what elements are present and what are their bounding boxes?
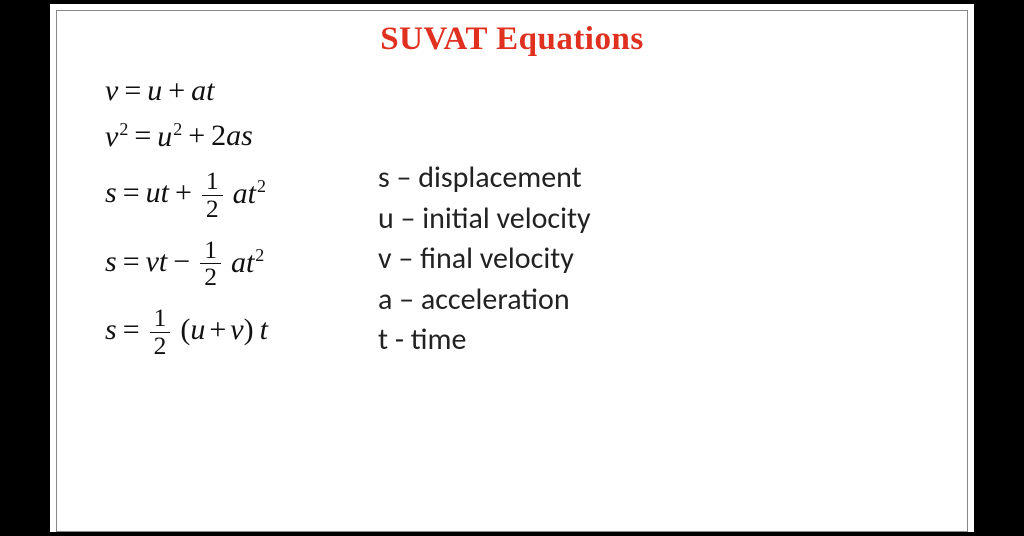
eq2-lhs: v2	[105, 120, 128, 152]
eq3-base: at	[233, 177, 256, 210]
equation-3: s = ut + 1 2 at2	[105, 166, 268, 221]
eq2-rhs-a-exp: 2	[173, 119, 182, 139]
eq3-rhs-b: at2	[233, 177, 266, 209]
equations-column: v = u + at v2 = u2 + 2as s =	[105, 76, 268, 372]
paren-l: (	[180, 313, 190, 346]
inner-b: v	[230, 313, 243, 346]
equation-2: v2 = u2 + 2as	[105, 120, 268, 152]
legend-dash: –	[401, 200, 416, 237]
inner-a: u	[190, 313, 205, 346]
paren-r: )	[244, 313, 254, 346]
op: −	[173, 247, 190, 277]
legend-sym: v	[378, 240, 392, 277]
eq2-lhs-base: v	[105, 120, 118, 153]
eq2-lhs-exp: 2	[119, 119, 128, 139]
legend-sym: t	[378, 321, 388, 358]
eq4-base: at	[231, 246, 254, 279]
eq5-paren: (u+v)	[180, 315, 253, 345]
legend-dash: -	[395, 321, 404, 358]
eq3-rhs-a: ut	[146, 178, 169, 208]
op: +	[188, 121, 205, 151]
eq2-coef: 2	[211, 119, 226, 152]
eq1-rhs-b: at	[191, 76, 214, 106]
eq1-lhs: v	[105, 76, 118, 106]
legend-desc: initial velocity	[422, 200, 590, 237]
inner-op: +	[209, 313, 226, 346]
eq3-lhs: s	[105, 178, 117, 208]
frac-den: 2	[200, 263, 221, 291]
equation-4: s = vt − 1 2 at2	[105, 235, 268, 290]
legend-desc: acceleration	[421, 281, 570, 318]
equation-1: v = u + at	[105, 76, 268, 106]
eq4-exp: 2	[255, 245, 264, 265]
fraction-half: 1 2	[200, 237, 221, 292]
eq2-vars: as	[226, 119, 253, 152]
legend-column: s – displacement u – initial velocity v …	[378, 158, 591, 361]
eq2-rhs-a-base: u	[157, 120, 172, 153]
page-title: SUVAT Equations	[85, 21, 939, 58]
frac-num: 1	[150, 305, 171, 332]
legend-desc: displacement	[418, 159, 581, 196]
content-frame: SUVAT Equations v = u + at v2 = u2 + 2a	[56, 10, 968, 532]
equation-5: s = 1 2 (u+v) t	[105, 303, 268, 358]
eq5-tail: t	[260, 315, 268, 345]
eq4-lhs: s	[105, 247, 117, 277]
frac-num: 1	[202, 168, 223, 195]
legend-desc: final velocity	[420, 240, 574, 277]
equals-sign: =	[123, 247, 140, 277]
op: +	[175, 178, 192, 208]
fraction-half: 1 2	[150, 305, 171, 360]
eq2-rhs-b: 2as	[211, 121, 253, 151]
legend-row-a: a – acceleration	[378, 280, 591, 321]
eq4-rhs-a: vt	[146, 247, 168, 277]
legend-dash: –	[398, 240, 413, 277]
eq3-exp: 2	[257, 176, 266, 196]
eq1-rhs-a: u	[147, 76, 162, 106]
equals-sign: =	[124, 76, 141, 106]
eq5-lhs: s	[105, 315, 117, 345]
frac-den: 2	[202, 195, 223, 223]
legend-sym: a	[378, 281, 392, 318]
legend-row-u: u – initial velocity	[378, 199, 591, 240]
legend-row-v: v – final velocity	[378, 239, 591, 280]
eq2-rhs-a: u2	[157, 120, 182, 152]
legend-dash: –	[396, 159, 411, 196]
frac-num: 1	[200, 237, 221, 264]
legend-sym: s	[378, 159, 390, 196]
legend-sym: u	[378, 200, 394, 237]
fraction-half: 1 2	[202, 168, 223, 223]
eq4-rhs-b: at2	[231, 246, 264, 278]
legend-dash: –	[399, 281, 414, 318]
legend-desc: time	[411, 321, 467, 358]
content-row: v = u + at v2 = u2 + 2as s =	[85, 76, 939, 372]
equals-sign: =	[134, 121, 151, 151]
op: +	[168, 76, 185, 106]
slide-page: SUVAT Equations v = u + at v2 = u2 + 2a	[50, 4, 974, 532]
equals-sign: =	[123, 315, 140, 345]
frac-den: 2	[150, 332, 171, 360]
legend-row-t: t - time	[378, 320, 591, 361]
equals-sign: =	[123, 178, 140, 208]
legend-row-s: s – displacement	[378, 158, 591, 199]
